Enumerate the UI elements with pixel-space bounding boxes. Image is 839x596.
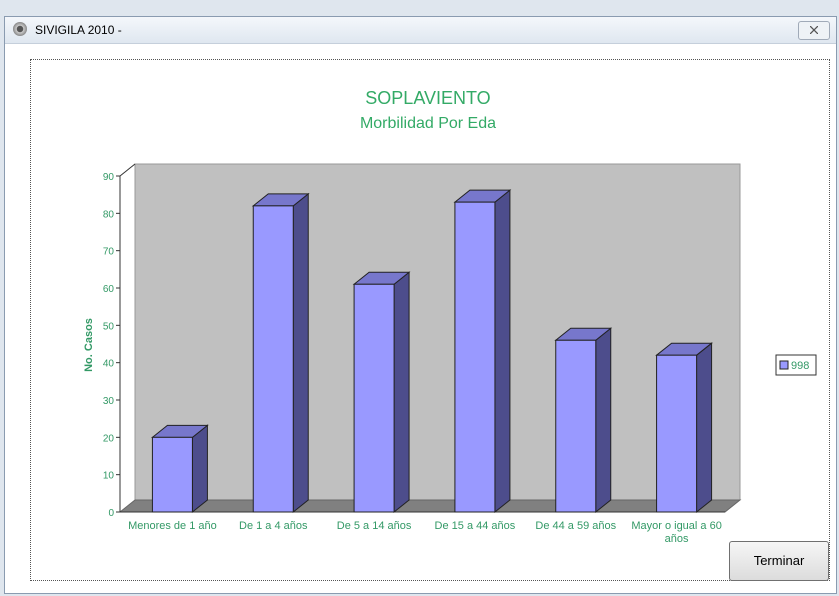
x-tick-label: Menores de 1 año xyxy=(128,520,217,532)
x-tick-label: Mayor o igual a 60 años xyxy=(631,520,722,545)
x-tick-label: De 1 a 4 años xyxy=(239,520,308,532)
y-tick-label: 50 xyxy=(103,321,115,332)
title-bar: SIVIGILA 2010 - xyxy=(5,17,836,44)
y-tick-label: 20 xyxy=(103,433,115,444)
bar xyxy=(555,339,597,513)
y-tick-label: 90 xyxy=(103,172,115,183)
chart-subtitle: Morbilidad Por Eda xyxy=(360,115,496,132)
close-button[interactable] xyxy=(798,21,830,40)
chart-title: SOPLAVIENTO xyxy=(365,88,490,108)
bar xyxy=(656,354,698,513)
y-tick-label: 70 xyxy=(103,247,115,258)
y-tick-label: 40 xyxy=(103,359,115,370)
legend-label: 998 xyxy=(791,360,809,372)
bar-side xyxy=(494,189,511,514)
y-tick-label: 10 xyxy=(103,471,115,482)
bar xyxy=(353,283,395,513)
legend-box xyxy=(775,354,817,376)
bar xyxy=(151,436,193,513)
x-tick-label: De 44 a 59 años xyxy=(535,520,617,532)
y-axis-label: No. Casos xyxy=(83,318,95,372)
chart-panel xyxy=(30,59,830,581)
y-tick-label: 30 xyxy=(103,396,115,407)
y-tick-label: 80 xyxy=(103,209,115,220)
close-icon xyxy=(810,26,818,34)
bar-side xyxy=(191,424,208,514)
x-tick-label: De 15 a 44 años xyxy=(434,520,516,532)
y-tick-label: 60 xyxy=(103,284,115,295)
terminar-button[interactable]: Terminar xyxy=(729,541,829,581)
legend-swatch xyxy=(779,360,789,370)
bar-side xyxy=(595,327,612,514)
bar-side xyxy=(696,342,713,514)
bar-side xyxy=(292,192,309,514)
side-edge xyxy=(119,163,136,177)
app-icon xyxy=(13,22,27,36)
bar-side xyxy=(393,271,410,514)
x-tick-label: De 5 a 14 años xyxy=(336,520,412,532)
window-title: SIVIGILA 2010 - xyxy=(35,23,122,37)
floor xyxy=(118,499,742,513)
bar xyxy=(252,205,294,513)
y-tick-label: 0 xyxy=(108,508,114,519)
bar xyxy=(454,201,496,513)
back-wall xyxy=(134,163,741,501)
